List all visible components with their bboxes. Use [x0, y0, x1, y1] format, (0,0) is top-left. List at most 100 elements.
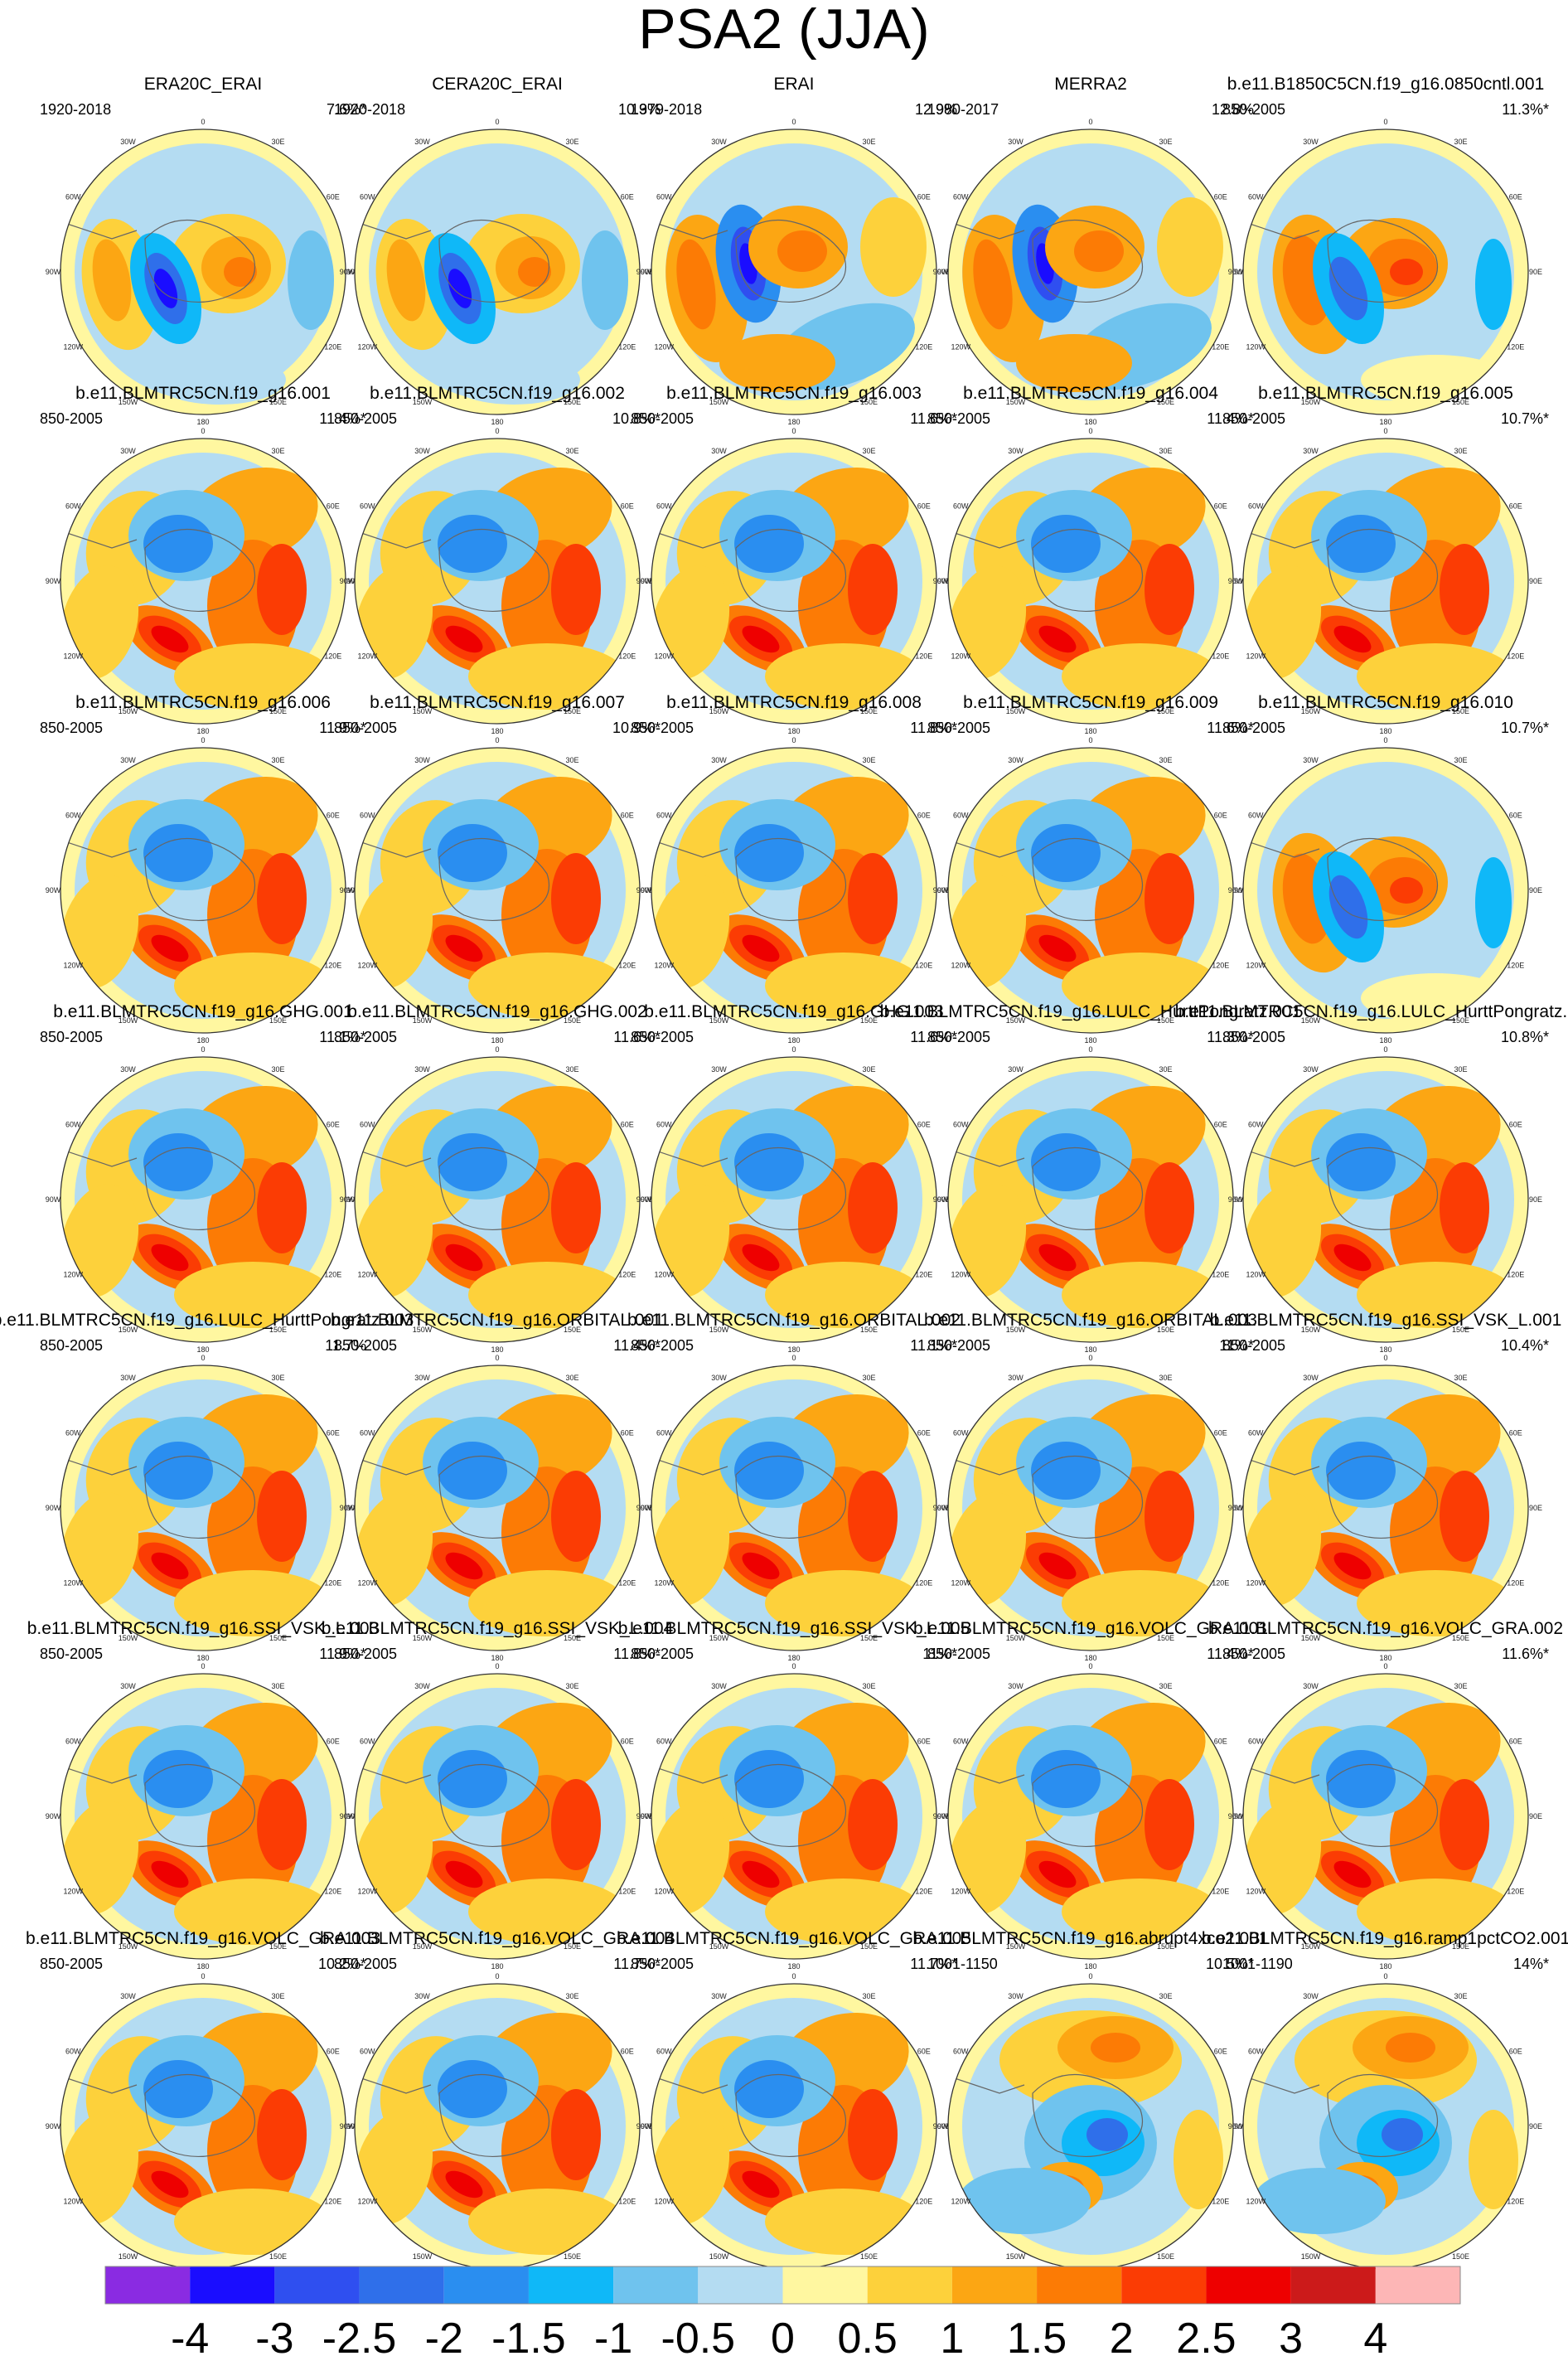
longitude-label: 60E	[917, 193, 931, 201]
colorbar-label: -1	[594, 2315, 632, 2356]
anomaly-contour	[973, 239, 1013, 330]
longitude-label: 90E	[937, 2122, 951, 2131]
anomaly-contour	[742, 1552, 780, 1580]
panel-variance: 11.3%*	[1502, 101, 1549, 118]
longitude-label: 30E	[1454, 1374, 1467, 1382]
map-panel: b.e11.BLMTRC5CN.f19_g16.006 850-2005 11.9%…	[40, 693, 366, 1045]
coastline	[735, 219, 847, 303]
longitude-label: 180	[787, 1654, 800, 1662]
panel-variance: 11.6%*	[613, 1029, 661, 1045]
longitude-label: 30W	[1008, 1065, 1024, 1074]
longitude-label: 90E	[641, 1504, 654, 1512]
longitude-label: 60E	[1509, 812, 1522, 820]
longitude-label: 150W	[119, 2252, 138, 2261]
coastline	[61, 2076, 138, 2094]
panel-period: 850-2005	[631, 720, 694, 736]
longitude-label: 120E	[1507, 1888, 1524, 1896]
anomaly-contour	[948, 1801, 1027, 1915]
longitude-label: 30E	[1159, 1065, 1172, 1074]
colorbar-swatch	[528, 2266, 614, 2304]
colorbar-label: -2.5	[322, 2315, 397, 2356]
longitude-label: 120W	[357, 652, 377, 661]
longitude-label: 90W	[46, 577, 61, 585]
longitude-label: 120W	[63, 2198, 83, 2206]
map-panel: b.e11.BLMTRC5CN.f19_g16.GHG.002 850-2005 1…	[334, 1002, 661, 1354]
longitude-label: 90E	[346, 2122, 360, 2131]
coastline	[1032, 1455, 1144, 1539]
longitude-label: 30E	[862, 1374, 875, 1382]
coastline	[144, 1455, 256, 1539]
longitude-label: 120E	[915, 1888, 932, 1896]
anomaly-contour	[445, 1860, 483, 1888]
coastline	[61, 1766, 138, 1784]
longitude-label: 60E	[1509, 502, 1522, 511]
anomaly-contour	[651, 1492, 730, 1607]
longitude-label: 150W	[709, 707, 729, 715]
longitude-label: 90E	[1234, 2122, 1247, 2131]
longitude-label: 60W	[65, 502, 81, 511]
colorbar-frame	[104, 2266, 1461, 2305]
anomaly-contour	[143, 1133, 213, 1191]
anomaly-contour	[848, 544, 898, 635]
anomaly-contour	[1253, 2168, 1386, 2234]
longitude-label: 0	[1383, 1972, 1387, 1980]
longitude-label: 30W	[120, 756, 136, 764]
longitude-label: 120E	[324, 2198, 341, 2206]
coastline	[1327, 1763, 1439, 1847]
coastline	[1327, 2073, 1439, 2157]
map-panel: b.e11.BLMTRC5CN.f19_g16.ORBITAL.001 850-2…	[331, 1311, 664, 1662]
panel-variance: 10.4%*	[1501, 1337, 1549, 1354]
longitude-label: 150W	[709, 2252, 729, 2261]
longitude-label: 120E	[915, 1271, 932, 1279]
panel-title: b.e11.BLMTRC5CN.f19_g16.SSI_VSK_L.004	[322, 1619, 674, 1638]
anomaly-contour	[60, 2111, 139, 2225]
longitude-label: 90E	[346, 886, 360, 894]
longitude-label: 90W	[340, 886, 356, 894]
anomaly-field	[948, 1674, 1233, 1959]
anomaly-contour	[765, 2189, 922, 2255]
anomaly-contour	[734, 2060, 804, 2118]
longitude-label: 90W	[1228, 1812, 1244, 1820]
longitude-label: 150W	[709, 398, 729, 406]
longitude-label: 180	[1084, 418, 1096, 426]
longitude-label: 30E	[862, 1682, 875, 1690]
longitude-label: 120W	[1246, 343, 1266, 351]
longitude-label: 60W	[656, 502, 672, 511]
longitude-label: 90E	[937, 1812, 951, 1820]
longitude-label: 90E	[1234, 1812, 1247, 1820]
anomaly-contour	[651, 1801, 730, 1915]
anomaly-contour	[651, 565, 730, 680]
longitude-label: 30E	[565, 1682, 578, 1690]
longitude-label: 180	[1084, 1345, 1096, 1354]
longitude-label: 0	[1383, 427, 1387, 435]
map-panel: b.e11.BLMTRC5CN.f19_g16.009 850-2005 11.6%…	[927, 693, 1254, 1045]
longitude-label: 120E	[915, 962, 932, 970]
longitude-label: 30E	[862, 756, 875, 764]
anomaly-contour	[438, 2060, 507, 2118]
anomaly-contour	[1145, 1779, 1194, 1870]
colorbar-label: 2.5	[1176, 2315, 1236, 2356]
panel-title: b.e11.BLMTRC5CN.f19_g16.003	[666, 384, 922, 403]
longitude-label: 0	[791, 1662, 796, 1670]
anomaly-contour	[143, 824, 213, 882]
longitude-label: 30E	[271, 1682, 284, 1690]
colorbar-label: 3	[1279, 2315, 1303, 2356]
longitude-label: 90W	[933, 886, 949, 894]
longitude-label: 30W	[711, 756, 727, 764]
anomaly-contour	[1333, 1860, 1372, 1888]
anomaly-contour	[1440, 1162, 1489, 1253]
longitude-label: 30E	[565, 1065, 578, 1074]
longitude-label: 90E	[1234, 268, 1247, 276]
longitude-label: 150W	[413, 1634, 433, 1642]
panel-variance: 10.8%*	[612, 410, 661, 427]
longitude-label: 90E	[1234, 577, 1247, 585]
anomaly-contour	[445, 934, 483, 962]
anomaly-contour	[1469, 2110, 1518, 2209]
longitude-label: 120W	[63, 1579, 83, 1588]
longitude-label: 0	[201, 427, 205, 435]
coastline	[144, 219, 256, 303]
map-border	[651, 128, 937, 415]
anomaly-contour	[651, 1184, 730, 1298]
longitude-label: 120E	[1212, 1579, 1229, 1588]
longitude-label: 150W	[1301, 707, 1321, 715]
